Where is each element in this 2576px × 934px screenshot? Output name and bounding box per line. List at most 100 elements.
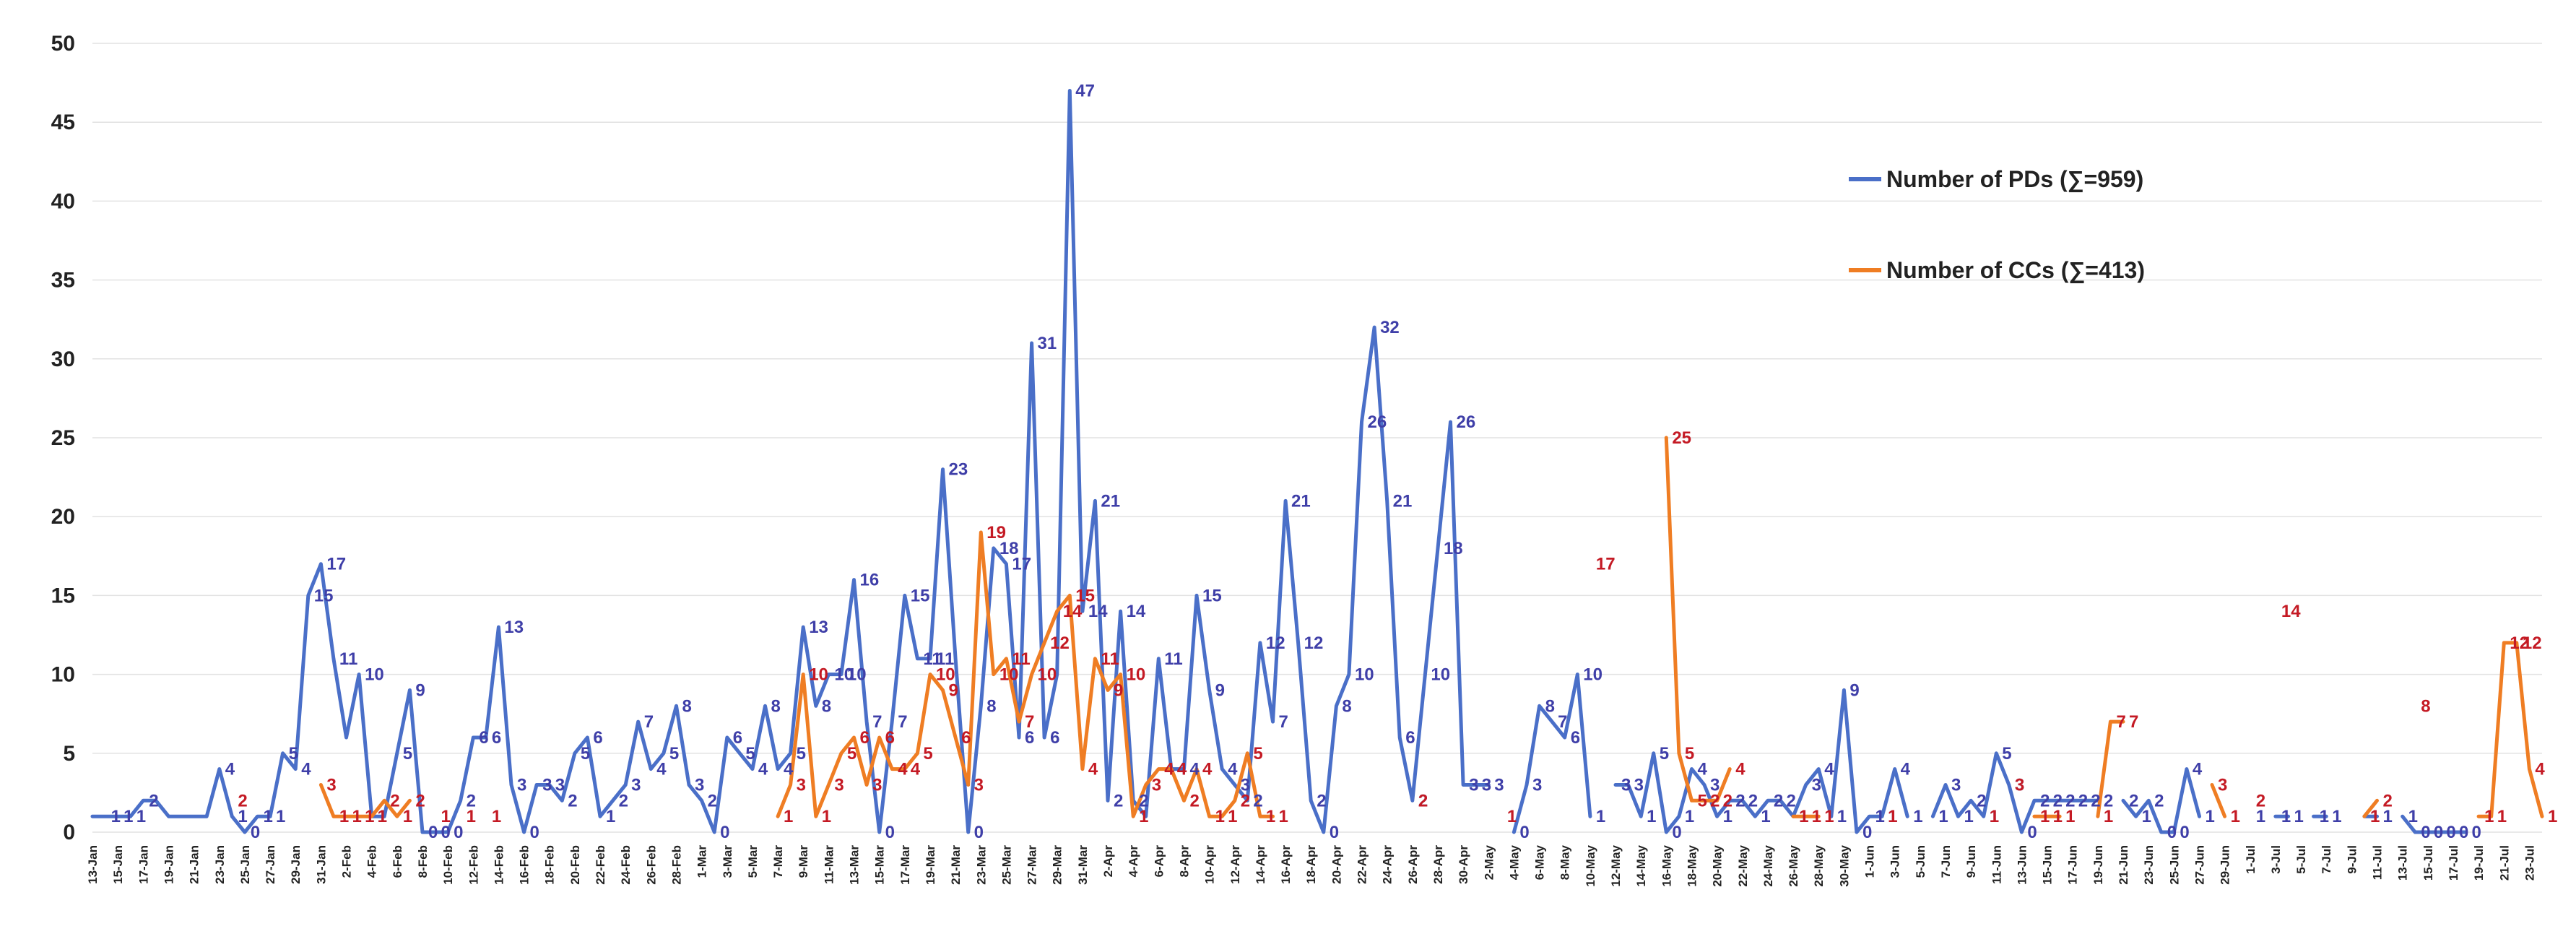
pd-data-label: 0 [2167,823,2177,842]
pd-data-label: 1 [1596,807,1605,826]
cc-data-label: 11 [1012,649,1030,669]
pd-data-label: 4 [784,760,794,779]
pd-data-label: 21 [1101,491,1120,511]
y-tick-label: 45 [51,111,75,134]
x-axis-ticks: 13-Jan 15-Jan 17-Jan 19-Jan 21-Jan 23-Jan 25-J… [86,844,2536,886]
x-tick-label: 4-Apr [1127,845,1140,878]
x-tick-label: 13-Jan [86,845,100,884]
pd-data-label: 7 [872,712,882,732]
cc-data-label: 1 [403,807,412,826]
pd-data-label: 10 [847,665,867,685]
pd-data-label: 1 [606,807,615,826]
pd-data-label: 8 [771,696,780,716]
cc-data-label: 2 [1241,791,1250,810]
x-tick-label: 27-Jan [264,845,277,884]
pd-data-label: 3 [631,775,641,795]
x-tick-label: 8-Feb [416,845,430,878]
cc-data-label: 1 [1139,807,1148,826]
pd-data-label: 1 [1685,807,1694,826]
pd-data-label: 3 [1710,775,1719,795]
cc-data-label: 3 [974,775,984,795]
pd-data-label: 2 [2053,791,2063,810]
x-tick-label: 7-Mar [771,845,785,878]
cc-data-label: 4 [898,760,908,779]
pd-data-label: 8 [1342,696,1351,716]
x-tick-label: 12-Apr [1228,845,1242,884]
pd-data-label: 1 [2281,807,2291,826]
pd-data-label: 1 [2332,807,2341,826]
pd-data-label: 0 [2180,823,2189,842]
pd-data-label: 0 [1519,823,1529,842]
pd-data-label: 1 [2408,807,2418,826]
pd-data-label: 3 [542,775,552,795]
x-tick-label: 10-Apr [1203,845,1217,884]
y-tick-label: 40 [51,189,75,213]
cc-data-label: 8 [2421,696,2430,716]
pd-data-label: 6 [1405,728,1415,748]
x-tick-label: 25-Jun [2167,845,2181,885]
cc-data-label: 14 [1063,602,1083,621]
cc-data-label: 2 [2256,791,2265,810]
cc-data-label: 12 [1050,634,1070,653]
cc-data-label: 1 [1507,807,1517,826]
x-tick-label: 14-Feb [492,845,506,885]
x-tick-label: 22-Feb [594,845,607,885]
x-tick-label: 6-May [1533,844,1547,880]
cc-data-label: 2 [390,791,399,810]
pd-data-label: 1 [2142,807,2151,826]
pd-data-label: 1 [1875,807,1885,826]
pd-data-label: 0 [1330,823,1339,842]
pd-data-label: 1 [1837,807,1847,826]
x-tick-label: 11-Jun [1990,845,2003,884]
y-tick-label: 0 [63,821,75,844]
pd-data-label: 2 [2154,791,2164,810]
pd-data-label: 2 [2040,791,2050,810]
pd-data-label: 2 [2091,791,2100,810]
y-tick-label: 10 [51,663,75,687]
pd-data-label: 18 [999,539,1019,558]
pd-data-label: 4 [1824,760,1834,779]
cc-data-label: 1 [378,807,387,826]
cc-data-label: 1 [1228,807,1237,826]
pd-data-label: 4 [225,760,235,779]
cc-data-label: 1 [1215,807,1225,826]
x-tick-label: 3-Mar [721,845,734,878]
x-tick-label: 13-Jun [2015,845,2029,885]
pd-data-label: 0 [2027,823,2037,842]
cc-data-label: 1 [1824,807,1834,826]
pd-data-label: 0 [974,823,984,842]
x-tick-label: 23-Jan [213,845,227,884]
x-tick-label: 17-Jun [2066,845,2080,885]
pd-data-label: 1 [238,807,247,826]
pd-data-label: 2 [2065,791,2075,810]
cc-data-label: 2 [1418,791,1428,810]
x-tick-label: 15-Mar [873,845,887,885]
pd-series-line [2401,814,2468,834]
pd-data-label: 6 [733,728,742,748]
cc-data-label: 2 [238,791,247,810]
cc-data-label: 4 [1735,760,1745,779]
cc-data-label: 10 [809,665,828,685]
pd-data-label: 2 [467,791,476,810]
x-tick-label: 9-Mar [797,845,810,878]
pd-data-label: 11 [1164,649,1182,669]
x-tick-label: 28-Apr [1431,845,1445,884]
x-tick-label: 1-Mar [695,845,709,878]
cc-data-label: 17 [1596,555,1616,574]
cc-data-label: 12 [2510,634,2529,653]
pd-data-label: 15 [911,586,930,605]
x-tick-label: 8-Apr [1177,845,1191,878]
pd-data-label: 3 [1951,775,1961,795]
pd-data-label: 9 [1215,680,1225,700]
cc-data-label: 1 [492,807,501,826]
pd-data-label: 10 [1583,665,1603,685]
pd-data-label: 21 [1291,491,1311,511]
x-tick-label: 24-Feb [619,845,633,885]
cc-series-line [1664,436,1732,803]
cc-data-label: 6 [885,728,895,748]
x-tick-label: 3-Jun [1888,845,1902,878]
cc-data-label: 1 [2104,807,2113,826]
cc-data-label: 3 [2218,775,2227,795]
pd-data-label: 0 [1862,823,1872,842]
